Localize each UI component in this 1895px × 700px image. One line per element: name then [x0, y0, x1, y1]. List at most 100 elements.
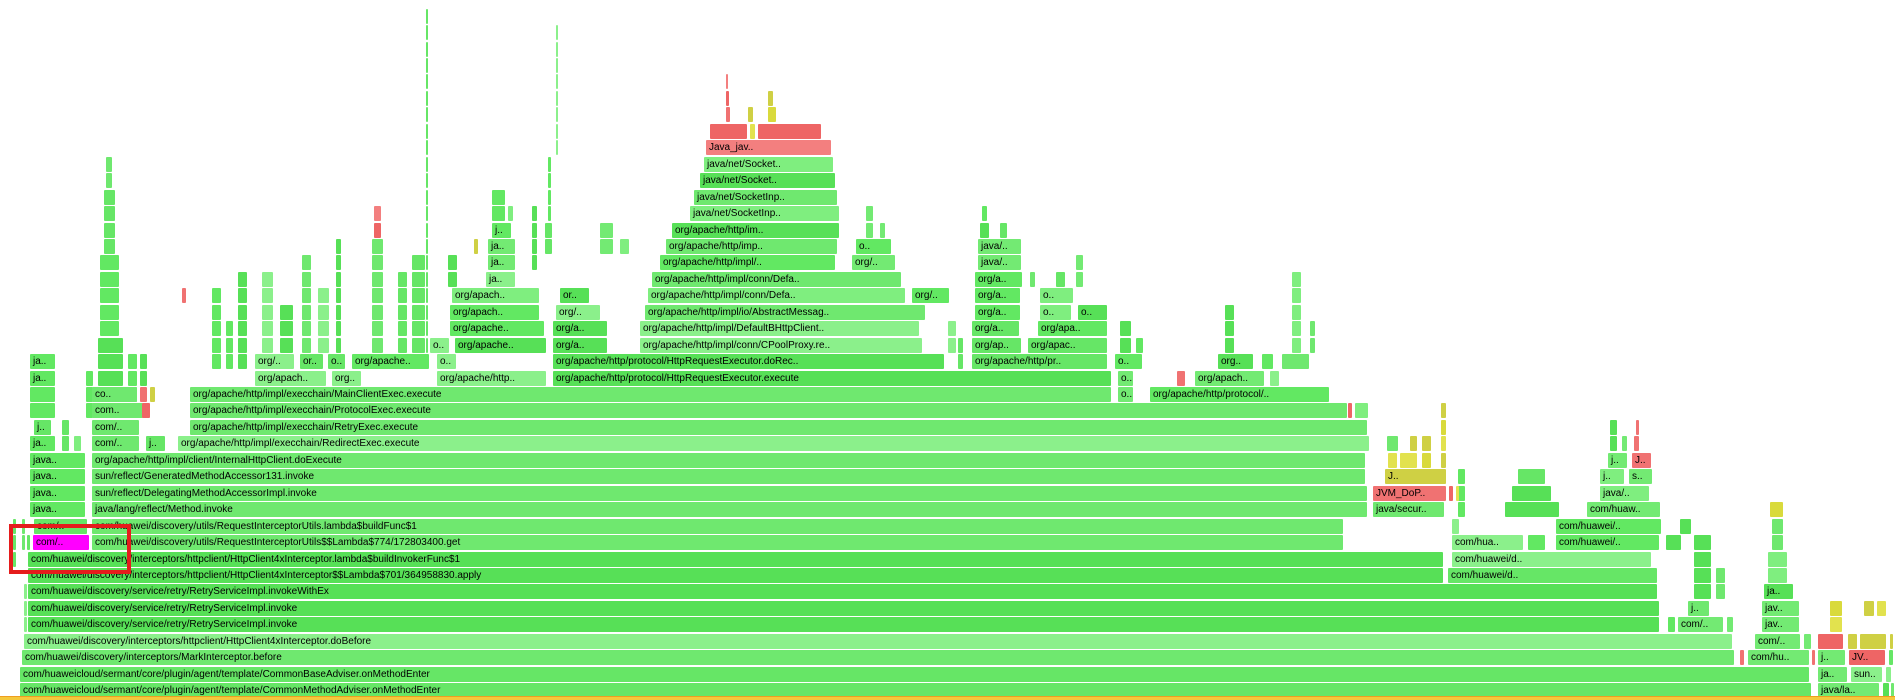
- flame-frame[interactable]: o..: [430, 337, 449, 353]
- flame-frame[interactable]: sun/reflect/GeneratedMethodAccessor131.i…: [92, 469, 1365, 485]
- flame-frame[interactable]: jav..: [1762, 600, 1799, 616]
- flame-frame[interactable]: j..: [34, 419, 51, 435]
- flame-frame-sliver[interactable]: [545, 222, 552, 238]
- flame-frame[interactable]: org/apa..: [1038, 321, 1107, 337]
- flame-frame-sliver[interactable]: [336, 271, 341, 287]
- flame-frame-sliver[interactable]: [426, 189, 428, 205]
- flame-frame[interactable]: com/huawei/discovery/service/retry/Retry…: [28, 584, 1657, 600]
- flame-frame-sliver[interactable]: [948, 321, 956, 337]
- flame-frame[interactable]: org/apache..: [352, 354, 429, 370]
- flame-frame[interactable]: com/huawei/discovery/interceptors/MarkIn…: [22, 650, 1734, 666]
- flame-frame[interactable]: org/..: [556, 304, 600, 320]
- flame-frame-sliver[interactable]: [1886, 666, 1891, 682]
- flame-frame[interactable]: org/apache/http/im..: [672, 222, 839, 238]
- flame-frame[interactable]: org/..: [852, 255, 895, 271]
- flame-frame-sliver[interactable]: [372, 321, 383, 337]
- flame-frame-sliver[interactable]: [1458, 469, 1465, 485]
- flame-frame-sliver[interactable]: [1458, 502, 1465, 518]
- flame-frame-sliver[interactable]: [556, 107, 558, 123]
- flame-frame-sliver[interactable]: [140, 370, 147, 386]
- flame-frame[interactable]: ja..: [1818, 666, 1847, 682]
- flame-frame-sliver[interactable]: [336, 304, 341, 320]
- flame-frame-sliver[interactable]: [318, 321, 329, 337]
- flame-frame[interactable]: org/apache/http/impl/client/InternalHttp…: [92, 452, 1365, 468]
- flame-frame-sliver[interactable]: [1610, 436, 1617, 452]
- flame-frame-sliver[interactable]: [374, 222, 381, 238]
- flame-frame-sliver[interactable]: [302, 255, 311, 271]
- flame-frame[interactable]: org/apache/http/protocol/..: [1150, 386, 1329, 402]
- flame-frame[interactable]: com/huawei/..: [1556, 535, 1659, 550]
- flame-frame-sliver[interactable]: [556, 58, 558, 73]
- flame-frame[interactable]: com/huawei/discovery/utils/RequestInterc…: [92, 535, 1343, 550]
- flame-frame-sliver[interactable]: [556, 74, 558, 90]
- flame-frame[interactable]: o..: [1040, 288, 1073, 304]
- flame-frame-sliver[interactable]: [1030, 271, 1035, 287]
- flame-frame-sliver[interactable]: [1768, 551, 1787, 567]
- flame-frame-sliver[interactable]: [426, 271, 428, 287]
- flame-frame-sliver[interactable]: [426, 156, 428, 172]
- flame-frame[interactable]: org/apache/http..: [437, 370, 546, 386]
- flame-frame-sliver[interactable]: [866, 206, 873, 221]
- flame-frame[interactable]: java..: [30, 502, 85, 518]
- flame-frame[interactable]: com/hua..: [1452, 535, 1523, 550]
- flame-frame[interactable]: org/a..: [975, 304, 1020, 320]
- flame-frame[interactable]: com/..: [33, 535, 89, 550]
- flame-frame-sliver[interactable]: [182, 288, 186, 304]
- flame-frame-sliver[interactable]: [238, 337, 247, 353]
- flame-frame-sliver[interactable]: [372, 304, 383, 320]
- flame-frame-sliver[interactable]: [448, 255, 457, 271]
- flame-frame-sliver[interactable]: [1441, 452, 1446, 468]
- flame-frame[interactable]: com..: [92, 403, 143, 419]
- flame-frame-sliver[interactable]: [1505, 502, 1559, 518]
- flame-frame-sliver[interactable]: [398, 271, 407, 287]
- flame-frame-sliver[interactable]: [492, 189, 505, 205]
- flame-frame-sliver[interactable]: [866, 222, 873, 238]
- flame-frame[interactable]: com/huawei/discovery/interceptors/httpcl…: [24, 633, 1732, 649]
- flame-frame[interactable]: sun/reflect/DelegatingMethodAccessorImpl…: [92, 485, 1367, 501]
- flame-frame-sliver[interactable]: [238, 354, 247, 370]
- flame-frame-sliver[interactable]: [212, 354, 221, 370]
- flame-frame[interactable]: org/a..: [553, 321, 607, 337]
- flame-frame-sliver[interactable]: [1740, 650, 1744, 666]
- flame-frame-sliver[interactable]: [104, 189, 115, 205]
- flame-frame-sliver[interactable]: [1877, 600, 1886, 616]
- flame-frame[interactable]: J..: [1632, 452, 1651, 468]
- flame-frame[interactable]: j..: [1818, 650, 1845, 666]
- flame-frame-sliver[interactable]: [548, 173, 551, 189]
- flame-frame-sliver[interactable]: [412, 337, 425, 353]
- flame-frame-sliver[interactable]: [1727, 617, 1733, 633]
- flame-frame[interactable]: org/apache/http/impl/DefaultBHttpClient.…: [640, 321, 919, 337]
- flame-frame-sliver[interactable]: [150, 386, 155, 402]
- flame-frame-sliver[interactable]: [336, 288, 341, 304]
- flame-frame-sliver[interactable]: [556, 25, 558, 41]
- flame-frame-sliver[interactable]: [1400, 452, 1417, 468]
- flame-frame[interactable]: com/..: [34, 518, 87, 534]
- flame-frame-sliver[interactable]: [958, 354, 963, 370]
- flame-frame[interactable]: org/apache/http/impl/execchain/MainClien…: [190, 386, 1111, 402]
- flame-frame-sliver[interactable]: [426, 25, 428, 41]
- flame-frame-sliver[interactable]: [982, 206, 987, 221]
- flame-frame-sliver[interactable]: [1441, 419, 1446, 435]
- flame-frame[interactable]: com/hu..: [1748, 650, 1809, 666]
- flame-frame-sliver[interactable]: [1804, 633, 1811, 649]
- flame-frame[interactable]: com/huawei/discovery/service/retry/Retry…: [28, 600, 1659, 616]
- flame-frame-sliver[interactable]: [1387, 436, 1398, 452]
- flame-frame-sliver[interactable]: [768, 107, 776, 123]
- flame-frame-sliver[interactable]: [758, 123, 821, 139]
- flame-frame-sliver[interactable]: [372, 271, 383, 287]
- flame-frame-sliver[interactable]: [600, 222, 613, 238]
- flame-frame-sliver[interactable]: [104, 206, 115, 221]
- flame-frame-sliver[interactable]: [1441, 436, 1446, 452]
- flame-frame-sliver[interactable]: [1310, 321, 1315, 337]
- flame-frame-sliver[interactable]: [1292, 337, 1301, 353]
- flame-frame[interactable]: org/apache..: [450, 321, 544, 337]
- flame-frame-sliver[interactable]: [508, 206, 513, 221]
- flame-frame[interactable]: org..: [1218, 354, 1253, 370]
- flame-frame-sliver[interactable]: [318, 288, 329, 304]
- flame-frame-sliver[interactable]: [426, 206, 428, 221]
- flame-frame-sliver[interactable]: [426, 255, 428, 271]
- flame-frame[interactable]: o..: [1115, 354, 1142, 370]
- flame-frame[interactable]: com/..: [92, 419, 139, 435]
- flame-frame-sliver[interactable]: [1441, 403, 1446, 419]
- flame-frame[interactable]: or..: [300, 354, 323, 370]
